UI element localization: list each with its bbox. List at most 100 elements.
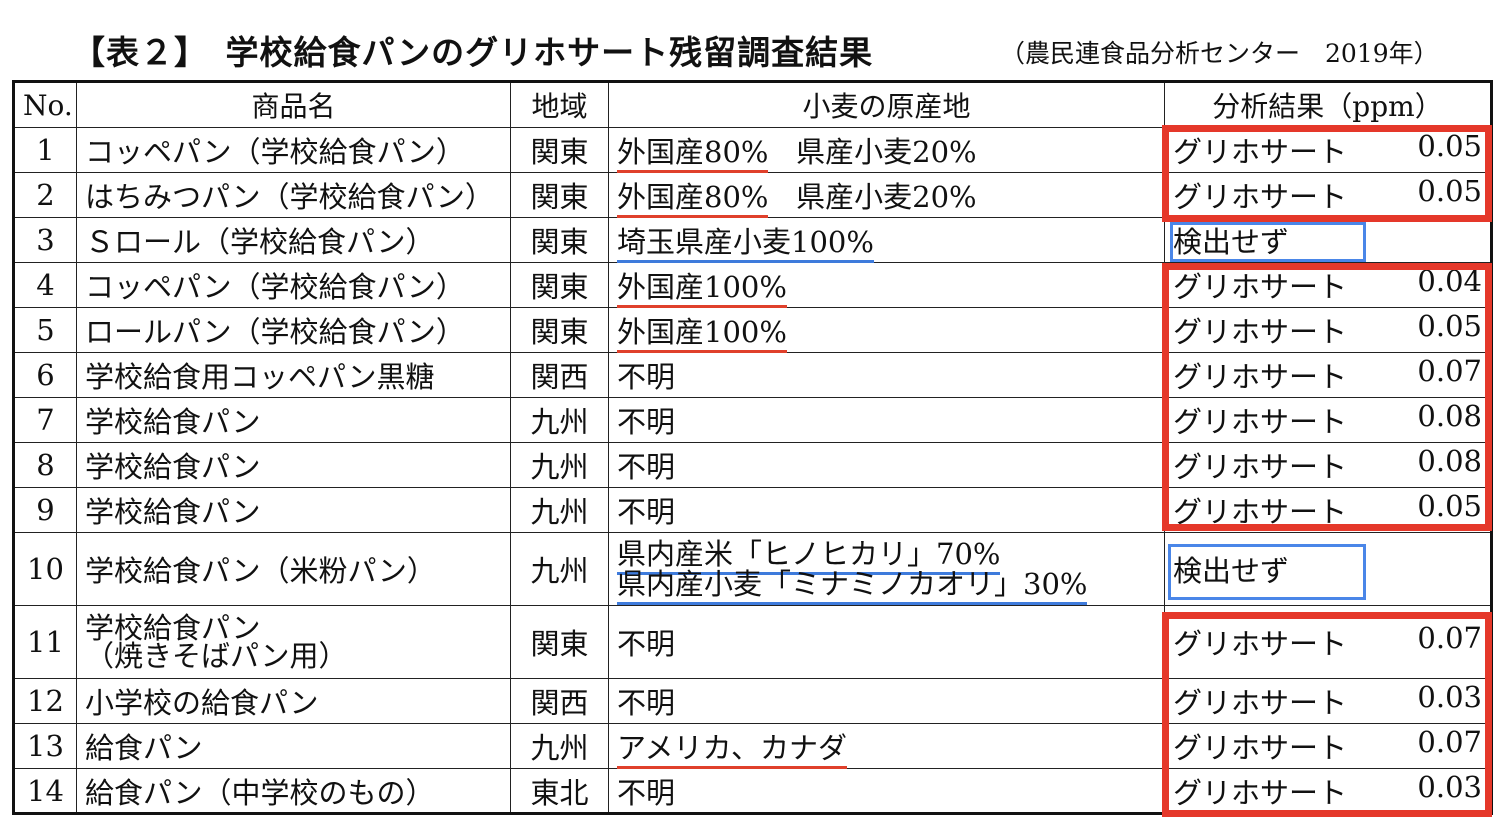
row-origin: 不明 <box>608 397 1165 443</box>
row-origin: 外国産100% <box>608 307 1165 353</box>
origin-primary: アメリカ、カナダ <box>617 731 847 769</box>
row-no: 4 <box>13 262 77 308</box>
row-result: グリホサート 0.03 <box>1164 768 1492 814</box>
result-label: グリホサート <box>1173 450 1348 484</box>
table-row: 14 給食パン（中学校のもの） 東北 不明 グリホサート 0.03 <box>13 768 1492 814</box>
row-origin: 不明 <box>608 442 1165 488</box>
result-label: グリホサート <box>1173 495 1348 529</box>
row-no: 1 <box>13 127 77 173</box>
table-row: 4 コッペパン（学校給食パン） 関東 外国産100% グリホサート 0.04 <box>13 262 1492 308</box>
row-no: 13 <box>13 723 77 769</box>
result-value: 0.07 <box>1417 621 1482 655</box>
results-table: No. 商品名 地域 小麦の原産地 分析結果（ppm） 1 コッペパン（学校給食… <box>12 80 1493 815</box>
result-value: 0.05 <box>1417 489 1482 523</box>
row-origin: 外国産100% <box>608 262 1165 308</box>
row-no: 11 <box>13 605 77 679</box>
origin-primary: 不明 <box>617 450 676 484</box>
origin-secondary: 県産小麦20% <box>796 180 977 214</box>
row-name: Ｓロール（学校給食パン） <box>76 217 511 263</box>
origin-primary: 不明 <box>617 360 676 394</box>
row-result: グリホサート 0.07 <box>1164 605 1492 679</box>
row-result: グリホサート 0.03 <box>1164 678 1492 724</box>
result-label: グリホサート <box>1173 360 1348 394</box>
row-no: 3 <box>13 217 77 263</box>
row-region: 東北 <box>510 768 609 814</box>
row-no: 2 <box>13 172 77 218</box>
row-result: グリホサート 0.04 <box>1164 262 1492 308</box>
row-name: 学校給食パン（米粉パン） <box>76 532 511 606</box>
result-label: グリホサート <box>1173 405 1348 439</box>
result-label: 検出せず <box>1173 554 1290 588</box>
row-region: 九州 <box>510 532 609 606</box>
result-label: グリホサート <box>1173 270 1348 304</box>
row-origin: 埼玉県産小麦100% <box>608 217 1165 263</box>
header-region: 地域 <box>510 81 609 128</box>
table-title: 【表２】 学校給食パンのグリホサート残留調査結果 <box>72 33 874 72</box>
row-result: グリホサート 0.05 <box>1164 172 1492 218</box>
origin-primary: 不明 <box>617 405 676 439</box>
result-label: グリホサート <box>1173 731 1348 765</box>
row-no: 6 <box>13 352 77 398</box>
table-row: 9 学校給食パン 九州 不明 グリホサート 0.05 <box>13 487 1492 533</box>
table-row: 13 給食パン 九州 アメリカ、カナダ グリホサート 0.07 <box>13 723 1492 769</box>
row-result: 検出せず <box>1164 217 1492 263</box>
table-row: 10 学校給食パン（米粉パン） 九州 県内産米「ヒノヒカリ」70% 県内産小麦「… <box>13 532 1492 606</box>
row-region: 関東 <box>510 127 609 173</box>
table-row: 12 小学校の給食パン 関西 不明 グリホサート 0.03 <box>13 678 1492 724</box>
origin-primary: 外国産100% <box>617 315 787 353</box>
row-name: コッペパン（学校給食パン） <box>76 127 511 173</box>
table-row: 5 ロールパン（学校給食パン） 関東 外国産100% グリホサート 0.05 <box>13 307 1492 353</box>
row-name: 学校給食パン （焼きそばパン用） <box>76 605 511 679</box>
row-origin: アメリカ、カナダ <box>608 723 1165 769</box>
row-name: 学校給食パン <box>76 487 511 533</box>
table-row: 3 Ｓロール（学校給食パン） 関東 埼玉県産小麦100% 検出せず <box>13 217 1492 263</box>
row-region: 九州 <box>510 442 609 488</box>
row-name: コッペパン（学校給食パン） <box>76 262 511 308</box>
row-name: 学校給食パン <box>76 397 511 443</box>
row-result: グリホサート 0.08 <box>1164 397 1492 443</box>
origin-primary: 外国産100% <box>617 270 787 308</box>
origin-primary: 外国産80% <box>617 135 769 173</box>
row-name: 給食パン <box>76 723 511 769</box>
table-row: 1 コッペパン（学校給食パン） 関東 外国産80% 県産小麦20% グリホサート… <box>13 127 1492 173</box>
origin-primary: 不明 <box>617 686 676 720</box>
row-result: グリホサート 0.07 <box>1164 352 1492 398</box>
row-result: グリホサート 0.07 <box>1164 723 1492 769</box>
row-origin: 外国産80% 県産小麦20% <box>608 127 1165 173</box>
row-name: はちみつパン（学校給食パン） <box>76 172 511 218</box>
origin-primary: 外国産80% <box>617 180 769 218</box>
table-row: 11 学校給食パン （焼きそばパン用） 関東 不明 グリホサート 0.07 <box>13 605 1492 679</box>
row-no: 5 <box>13 307 77 353</box>
origin-primary: 県内産米「ヒノヒカリ」70% <box>617 537 1001 575</box>
row-result: グリホサート 0.05 <box>1164 127 1492 173</box>
result-value: 0.03 <box>1417 769 1482 804</box>
header-no: No. <box>13 81 77 128</box>
row-no: 8 <box>13 442 77 488</box>
row-name-line2: （焼きそばパン用） <box>85 639 348 673</box>
header-origin: 小麦の原産地 <box>608 81 1165 128</box>
row-no: 14 <box>13 768 77 814</box>
header-row: No. 商品名 地域 小麦の原産地 分析結果（ppm） <box>13 81 1492 128</box>
result-label: グリホサート <box>1173 775 1348 810</box>
origin-primary: 不明 <box>617 495 676 529</box>
row-name: ロールパン（学校給食パン） <box>76 307 511 353</box>
result-label: グリホサート <box>1173 315 1348 349</box>
result-value: 0.07 <box>1417 725 1482 759</box>
result-label: グリホサート <box>1173 180 1348 214</box>
row-origin: 不明 <box>608 352 1165 398</box>
result-value: 0.07 <box>1417 354 1482 388</box>
header-name: 商品名 <box>76 81 511 128</box>
origin-primary: 不明 <box>617 775 676 810</box>
table-row: 2 はちみつパン（学校給食パン） 関東 外国産80% 県産小麦20% グリホサー… <box>13 172 1492 218</box>
row-no: 10 <box>13 532 77 606</box>
result-value: 0.03 <box>1417 680 1482 714</box>
row-region: 九州 <box>510 397 609 443</box>
row-region: 関東 <box>510 605 609 679</box>
row-name-line1: 学校給食パン <box>85 611 261 645</box>
table-row: 6 学校給食用コッペパン黒糖 関西 不明 グリホサート 0.07 <box>13 352 1492 398</box>
row-name: 給食パン（中学校のもの） <box>76 768 511 814</box>
row-result: グリホサート 0.05 <box>1164 307 1492 353</box>
origin-secondary: 県内産小麦「ミナミノカオリ」30% <box>617 567 1088 605</box>
row-origin: 不明 <box>608 768 1165 814</box>
row-origin: 県内産米「ヒノヒカリ」70% 県内産小麦「ミナミノカオリ」30% <box>608 532 1165 606</box>
